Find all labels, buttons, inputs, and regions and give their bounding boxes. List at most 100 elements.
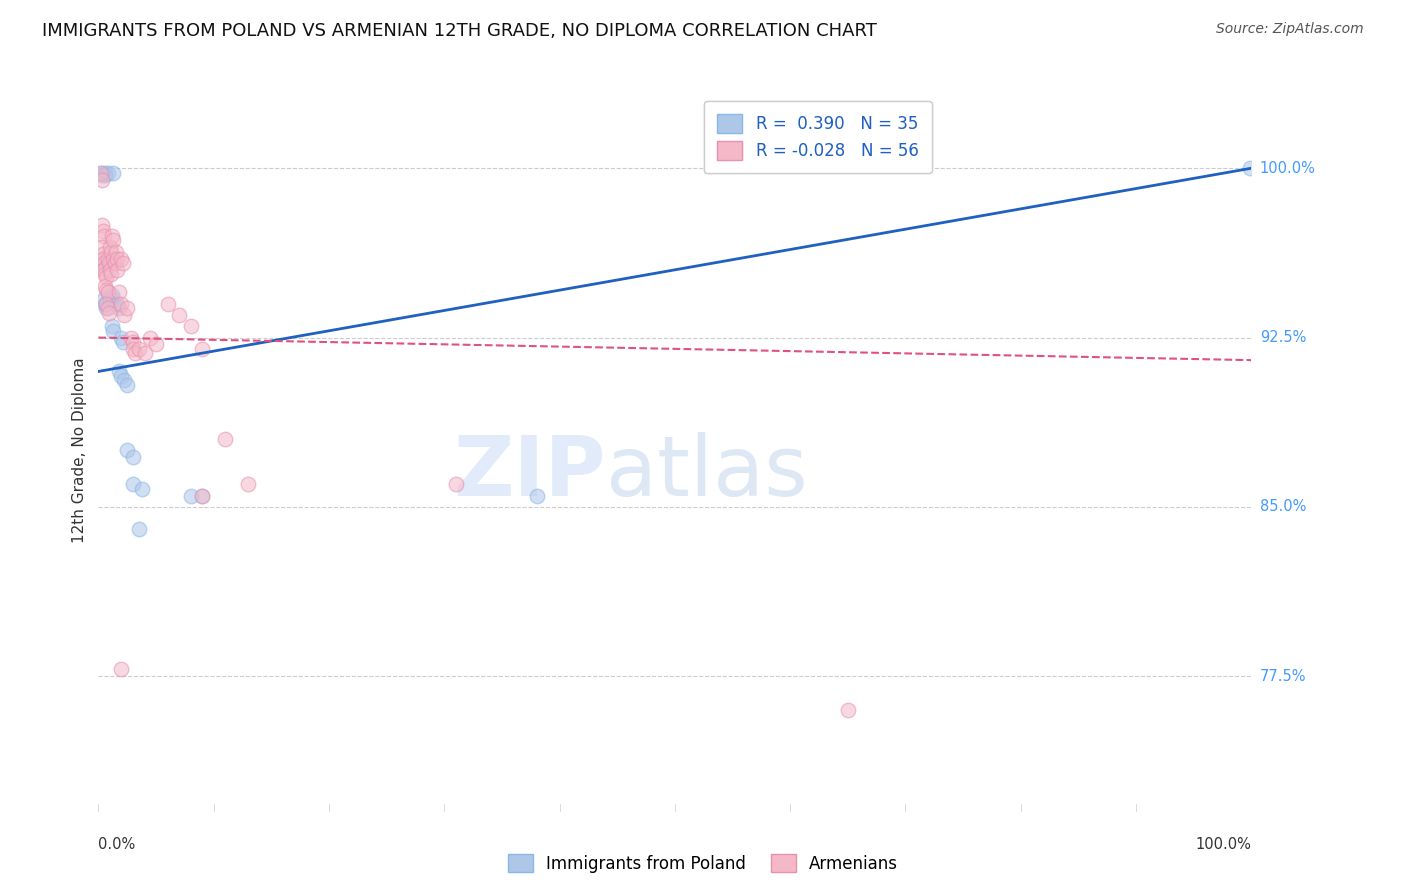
Point [90, 166, 112, 180]
Point [134, 346, 156, 360]
Point [90, 240, 112, 254]
Point [94, 166, 117, 180]
Point [103, 234, 125, 248]
Point [122, 342, 145, 356]
Point [110, 663, 132, 677]
Text: 100.0%: 100.0% [1260, 161, 1316, 176]
Point [122, 477, 145, 491]
Point [191, 489, 214, 503]
Point [90, 166, 112, 180]
Text: atlas: atlas [606, 432, 807, 513]
Point [93, 229, 115, 244]
Point [96, 269, 118, 284]
Point [94, 168, 117, 182]
Point [94, 278, 117, 293]
Point [91, 247, 114, 261]
Text: 100.0%: 100.0% [1195, 837, 1251, 852]
Point [98, 262, 121, 277]
Point [117, 378, 139, 392]
Point [100, 244, 122, 259]
Point [145, 337, 167, 351]
Point [93, 256, 115, 270]
Point [112, 374, 135, 388]
Point [108, 301, 131, 316]
Point [103, 252, 125, 266]
Point [111, 256, 134, 270]
Point [156, 296, 179, 310]
Point [214, 432, 236, 446]
Legend: R =  0.390   N = 35, R = -0.028   N = 56: R = 0.390 N = 35, R = -0.028 N = 56 [704, 101, 932, 173]
Point [120, 330, 142, 344]
Point [105, 262, 128, 277]
Point [131, 482, 153, 496]
Point [111, 334, 134, 349]
Point [97, 290, 120, 304]
Y-axis label: 12th Grade, No Diploma: 12th Grade, No Diploma [72, 358, 87, 543]
Point [108, 285, 131, 300]
Text: ZIP: ZIP [453, 432, 606, 513]
Point [110, 296, 132, 310]
Point [101, 319, 124, 334]
Point [105, 252, 128, 266]
Point [91, 252, 114, 266]
Text: 85.0%: 85.0% [1260, 500, 1306, 515]
Point [105, 296, 128, 310]
Point [108, 364, 131, 378]
Point [98, 294, 121, 309]
Point [103, 292, 125, 306]
Point [97, 285, 120, 300]
Point [180, 489, 202, 503]
Text: Source: ZipAtlas.com: Source: ZipAtlas.com [1216, 22, 1364, 37]
Point [167, 308, 190, 322]
Point [96, 296, 118, 310]
Point [97, 306, 120, 320]
Point [96, 283, 118, 297]
Legend: Immigrants from Poland, Armenians: Immigrants from Poland, Armenians [501, 847, 905, 880]
Point [128, 342, 150, 356]
Point [139, 330, 162, 344]
Point [526, 489, 548, 503]
Point [103, 324, 125, 338]
Point [97, 285, 120, 300]
Point [103, 166, 125, 180]
Point [122, 450, 145, 465]
Text: IMMIGRANTS FROM POLAND VS ARMENIAN 12TH GRADE, NO DIPLOMA CORRELATION CHART: IMMIGRANTS FROM POLAND VS ARMENIAN 12TH … [42, 22, 877, 40]
Point [180, 319, 202, 334]
Point [97, 166, 120, 180]
Point [444, 477, 467, 491]
Point [117, 301, 139, 316]
Point [91, 224, 114, 238]
Point [117, 443, 139, 458]
Text: 77.5%: 77.5% [1260, 669, 1306, 684]
Point [100, 268, 122, 282]
Point [96, 301, 118, 316]
Point [93, 256, 115, 270]
Point [101, 287, 124, 301]
Point [191, 489, 214, 503]
Point [1239, 161, 1261, 176]
Point [103, 256, 125, 270]
Point [191, 342, 214, 356]
Point [110, 330, 132, 344]
Text: 92.5%: 92.5% [1260, 330, 1306, 345]
Point [90, 172, 112, 186]
Point [110, 252, 132, 266]
Point [94, 260, 117, 275]
Point [101, 229, 124, 244]
Point [104, 244, 127, 259]
Point [93, 292, 115, 306]
Point [90, 168, 112, 182]
Point [110, 368, 132, 383]
Text: 0.0%: 0.0% [98, 837, 135, 852]
Point [128, 523, 150, 537]
Point [837, 703, 859, 717]
Point [93, 262, 115, 277]
Point [94, 296, 117, 310]
Point [97, 301, 120, 316]
Point [238, 477, 260, 491]
Point [94, 268, 117, 282]
Point [97, 252, 120, 266]
Point [112, 308, 135, 322]
Point [97, 256, 120, 270]
Point [98, 240, 121, 254]
